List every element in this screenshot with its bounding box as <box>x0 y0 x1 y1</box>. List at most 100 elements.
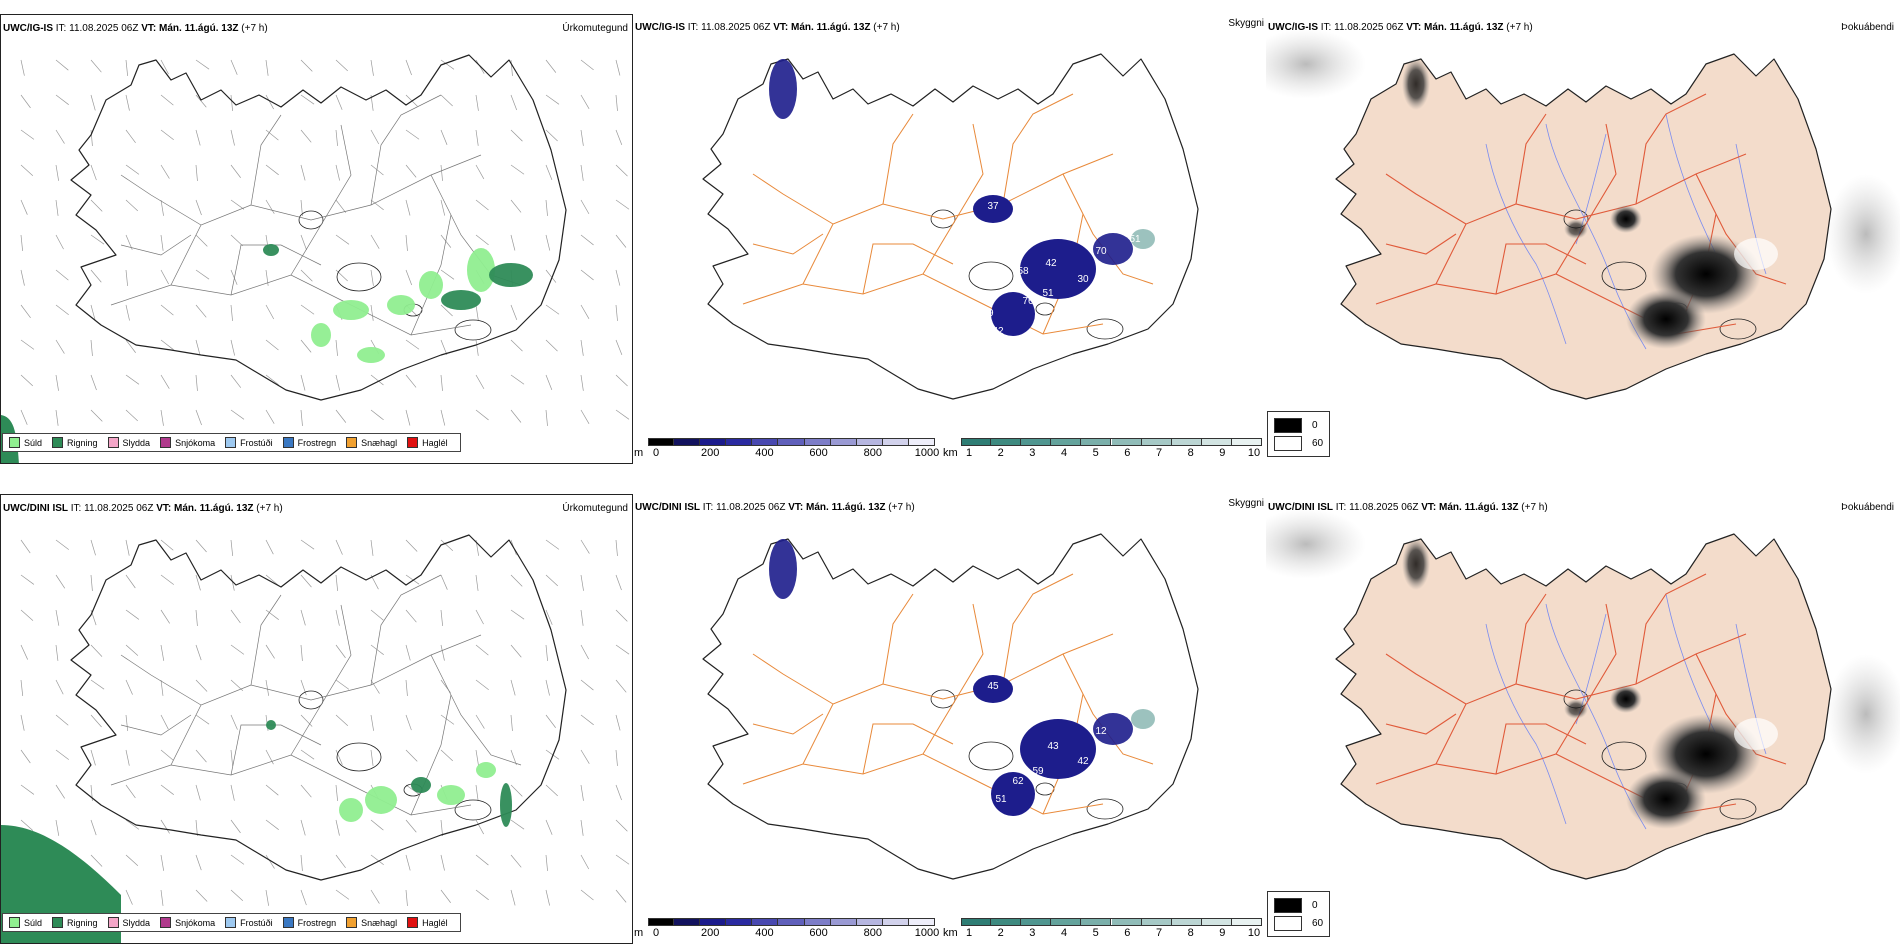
colorbar-tick: 8 <box>1187 927 1194 939</box>
cloud-base-label: 37 <box>987 201 999 212</box>
colorbar-segment <box>856 918 883 926</box>
legend-label: Haglél <box>422 437 448 448</box>
cloud-base-label: 42 <box>992 326 1004 337</box>
colorbar-tick: 0 <box>652 447 660 459</box>
colorbar-frame <box>648 918 935 926</box>
colorbar-tick: 3 <box>1029 447 1036 459</box>
legend-label: 0 <box>1312 899 1318 911</box>
colorbar-segment <box>804 438 831 446</box>
legend-label: Snjókoma <box>175 917 216 928</box>
precip-legend-item: Snæhagl <box>346 917 397 928</box>
cloud-base-label: 59 <box>1032 766 1044 777</box>
colorbar-unit: m <box>634 447 644 459</box>
colorbar-segment <box>991 918 1022 926</box>
colorbar-segment <box>882 918 909 926</box>
legend-label: Rigning <box>67 917 98 928</box>
legend-swatch <box>225 437 237 448</box>
colorbar-segment <box>1051 918 1082 926</box>
colorbar-segment <box>1201 918 1232 926</box>
colorbar-segment <box>1171 438 1202 446</box>
legend-label: Haglél <box>422 917 448 928</box>
colorbar-segment <box>830 918 857 926</box>
precip-legend: Súld Rigning Slydda Snjókoma Frostúði Frostre… <box>2 913 461 932</box>
precip-legend-item: Súld <box>9 437 42 448</box>
colorbar-segment <box>726 438 753 446</box>
precip-legend-item: Slydda <box>107 917 150 928</box>
colorbar-segment <box>1111 918 1142 926</box>
colorbar-segment <box>961 438 992 446</box>
colorbar-tick: 4 <box>1060 927 1068 939</box>
colorbar-segment <box>1141 438 1172 446</box>
colorbar-segment <box>1081 918 1112 926</box>
precip-legend-item: Frostregn <box>282 437 336 448</box>
colorbar-segment <box>1201 438 1232 446</box>
colorbar-tick: 9 <box>1219 927 1226 939</box>
cloud-base-label: 11 <box>1080 296 1091 307</box>
cloud-base-label: 45 <box>987 681 999 692</box>
legend-label: 60 <box>1312 917 1324 929</box>
iceland-map: 37 77 58 42 51 76 49 42 30 11 70 51 <box>702 53 1199 400</box>
precip-type-map-row2: UWC/DINI ISL IT: 11.08.2025 06Z VT: Mán.… <box>0 494 633 944</box>
cloud-base-label: 77 <box>1047 221 1059 232</box>
colorbar-frame <box>961 918 1262 926</box>
cloud-base-label: 76 <box>1022 296 1034 307</box>
panel-label-precip-type: Úrkomutegund <box>562 503 628 514</box>
iceland-map <box>1266 29 1900 400</box>
fog-index-map-row2: UWC/DINI ISL IT: 11.08.2025 06Z VT: Mán.… <box>1266 494 1900 944</box>
colorbar-segment <box>700 918 727 926</box>
cloud-base-label: 42 <box>1077 756 1089 767</box>
fog-legend-item: 0 <box>1274 416 1323 434</box>
panel-label-fog-index: Þokuábendi <box>1841 22 1894 33</box>
colorbar-segment <box>856 438 883 446</box>
colorbar-frame <box>648 438 935 446</box>
cloud-base-label: 51 <box>1129 234 1141 245</box>
legend-swatch <box>160 917 172 928</box>
cloud-base-label: 62 <box>1012 776 1024 787</box>
cloudbase-map-row2: UWC/DINI ISL IT: 11.08.2025 06Z VT: Mán.… <box>633 494 1266 944</box>
legend-label: Snæhagl <box>361 917 398 928</box>
colorbar-frame <box>961 438 1262 446</box>
legend-swatch <box>346 437 358 448</box>
colorbar-tick: 1 <box>965 927 973 939</box>
panel-title: UWC/DINI ISL IT: 11.08.2025 06Z VT: Mán.… <box>1268 502 1548 513</box>
fog-legend-item: 60 <box>1274 434 1323 452</box>
precip-legend-item: Frostregn <box>282 917 336 928</box>
iceland-map <box>1 54 630 463</box>
legend-label: Rigning <box>67 437 98 448</box>
cloud-base-label: 51 <box>995 794 1007 805</box>
precip-legend-item: Slydda <box>107 437 150 448</box>
colorbar-tick: 8 <box>1187 447 1194 459</box>
colorbar-tick: 1000 <box>914 927 940 939</box>
colorbar-segment <box>1171 918 1202 926</box>
panel-label-visibility: Skyggni <box>1228 498 1264 509</box>
precip-type-map-row1: UWC/IG-IS IT: 11.08.2025 06Z VT: Mán. 11… <box>0 14 633 464</box>
legend-swatch <box>1274 417 1302 433</box>
colorbar-tick: 200 <box>701 447 720 459</box>
panel-title: UWC/IG-IS IT: 11.08.2025 06Z VT: Mán. 11… <box>635 22 900 33</box>
fog-legend-item: 0 <box>1274 896 1323 914</box>
precip-legend-item: Frostúði <box>225 437 273 448</box>
colorbar-segment <box>1141 918 1172 926</box>
precip-legend-item: Rigning <box>52 437 98 448</box>
legend-swatch <box>1274 435 1302 451</box>
colorbar-segment <box>830 438 857 446</box>
cloud-base-label: 51 <box>1042 288 1054 299</box>
precip-legend-item: Snjókoma <box>160 917 215 928</box>
colorbar-segment <box>752 438 779 446</box>
colorbar-tick: 800 <box>863 447 882 459</box>
legend-swatch <box>160 437 172 448</box>
colorbar-tick: 3 <box>1029 927 1036 939</box>
fog-index-map-row1: UWC/IG-IS IT: 11.08.2025 06Z VT: Mán. 11… <box>1266 14 1900 464</box>
colorbar-segment <box>674 438 701 446</box>
colorbar-tick: 6 <box>1124 447 1131 459</box>
legend-label: 0 <box>1312 419 1318 431</box>
precip-legend: Súld Rigning Slydda Snjókoma Frostúði Frostre… <box>2 433 461 452</box>
colorbar-tick: 600 <box>809 927 828 939</box>
colorbar-segment <box>804 918 831 926</box>
precip-legend-item: Snæhagl <box>346 437 397 448</box>
legend-swatch <box>1274 915 1302 931</box>
fog-legend: 0 60 <box>1267 891 1331 937</box>
cloud-base-label: 30 <box>1077 274 1089 285</box>
legend-swatch <box>52 437 64 448</box>
colorbar-tick: 200 <box>701 927 720 939</box>
